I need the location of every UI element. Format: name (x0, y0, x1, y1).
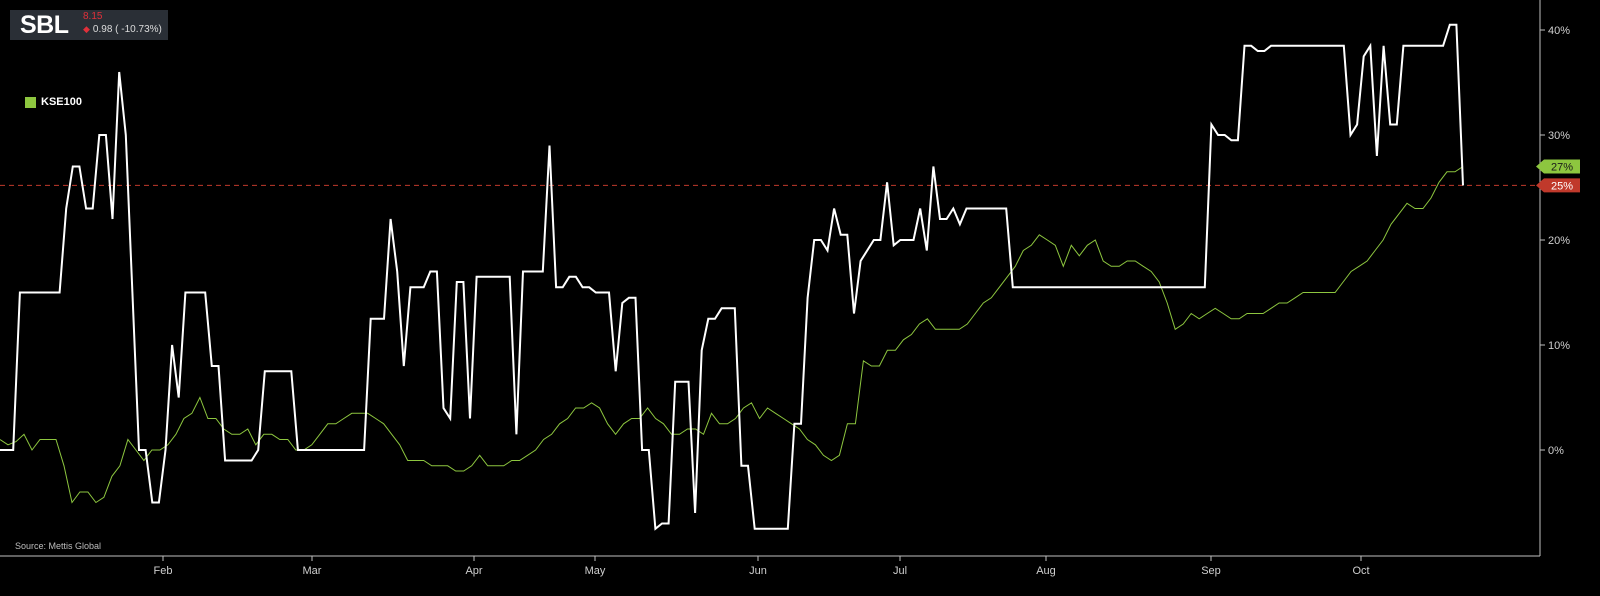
x-tick-label: Mar (303, 565, 322, 577)
series-line-sbl (0, 23, 1464, 531)
ticker-price: 8.15 (83, 11, 103, 22)
x-tick-label: Jul (893, 565, 907, 577)
data-points (0, 24, 1464, 529)
end-label-sbl-bg (1536, 178, 1580, 193)
end-labels: 27% 25% (1536, 159, 1580, 193)
end-label-kse100: 27% (1551, 162, 1573, 174)
x-axis: Feb Mar Apr May Jun Jul Aug Sep Oct (0, 555, 1540, 577)
legend-label: KSE100 (41, 96, 82, 108)
end-label-kse100-bg (1536, 159, 1580, 174)
y-tick-label: 0% (1548, 445, 1564, 457)
y-axis: 0% 10% 20% 30% 40% (1539, 0, 1570, 556)
y-tick-label: 10% (1548, 340, 1570, 352)
legend-swatch (25, 96, 36, 108)
y-tick-label: 30% (1548, 130, 1570, 142)
ticker-change: ◆ 0.98 ( -10.73%) (83, 23, 162, 36)
x-tick-label: Jun (749, 565, 767, 577)
x-tick-label: Aug (1036, 565, 1056, 577)
x-tick-label: Apr (465, 565, 482, 577)
legend[interactable]: KSE100 (25, 96, 82, 108)
x-tick-label: Feb (154, 565, 173, 577)
x-tick-label: Oct (1352, 565, 1369, 577)
ticker-box: SBL 8.15 ◆ 0.98 ( -10.73%) (10, 10, 168, 40)
end-label-sbl: 25% (1551, 180, 1573, 192)
x-tick-label: May (585, 565, 606, 577)
series-line-kse100 (0, 166, 1464, 504)
ticker-symbol: SBL (20, 11, 69, 39)
ticker-change-value: 0.98 ( -10.73%) (92, 24, 162, 35)
y-tick-label: 20% (1548, 235, 1570, 247)
down-arrow-icon: ◆ (83, 24, 90, 34)
y-tick-label: 40% (1548, 25, 1570, 37)
x-tick-label: Sep (1201, 565, 1221, 577)
source-note: Source: Mettis Global (15, 541, 102, 551)
